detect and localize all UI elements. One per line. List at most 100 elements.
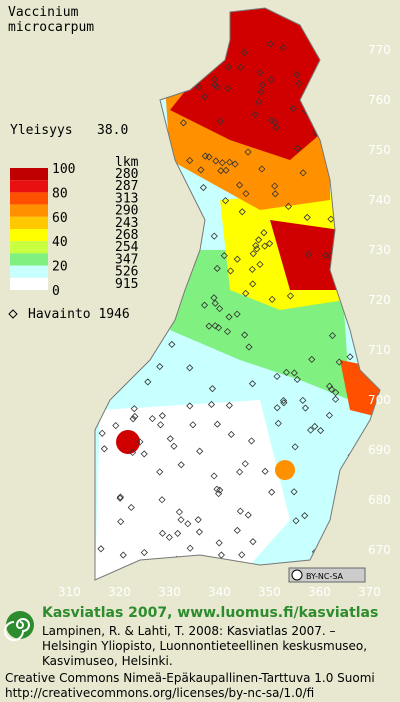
observation-marker (216, 117, 224, 125)
observation-marker (215, 324, 223, 332)
legend-swatch (10, 168, 48, 181)
observation-marker (117, 71, 126, 80)
observation-marker (335, 358, 343, 366)
observation-marker (166, 223, 174, 231)
observation-marker (186, 402, 194, 410)
observation-marker (117, 47, 125, 55)
observation-marker (201, 93, 209, 101)
observation-marker (140, 548, 148, 557)
observation-marker (140, 55, 148, 64)
legend-count: 280 (115, 167, 138, 182)
observation-marker (340, 540, 348, 548)
observation-marker (319, 539, 327, 548)
frequency-value: 38.0 (97, 123, 128, 138)
legend-swatch (10, 216, 48, 229)
observation-marker (294, 145, 302, 153)
observation-marker (227, 267, 235, 275)
observation-marker (158, 496, 166, 504)
observation-marker (225, 313, 233, 321)
observation-marker (196, 447, 204, 455)
observation-marker (160, 163, 169, 171)
observation-marker (168, 340, 176, 348)
observation-marker (217, 551, 225, 559)
observation-marker (205, 322, 213, 330)
legend-swatch (10, 192, 48, 205)
observation-marker (178, 47, 186, 55)
observation-marker (162, 282, 170, 291)
observation-marker (119, 110, 127, 118)
observation-marker (311, 422, 319, 431)
observation-marker (303, 213, 311, 221)
observation-marker (213, 83, 221, 91)
y-coordinate-label: 730 (368, 243, 391, 257)
observation-marker (174, 529, 182, 537)
observation-marker (258, 81, 266, 89)
observation-marker (195, 83, 203, 91)
observation-marker (215, 539, 223, 547)
observation-marker (223, 328, 232, 336)
observation-marker (328, 385, 336, 393)
legend-scale-label: 0 (52, 284, 60, 299)
legend-swatch (10, 253, 48, 266)
observation-marker (338, 155, 346, 163)
y-coordinate-label: 670 (368, 543, 391, 557)
observation-marker (293, 71, 301, 79)
x-coordinate-label: 370 (358, 585, 381, 599)
observation-marker (155, 127, 164, 135)
observation-marker (236, 181, 244, 189)
observation-marker (159, 307, 167, 315)
observation-marker (158, 412, 166, 420)
observation-marker (233, 526, 241, 534)
license-badge-text: BY-NC-SA (306, 572, 344, 581)
observation-marker (116, 493, 124, 501)
observation-marker (216, 486, 224, 494)
observation-marker (119, 551, 127, 559)
observation-marker (220, 252, 228, 260)
license-url[interactable]: http://creativecommons.org/licenses/by-n… (5, 686, 314, 700)
observation-marker (255, 98, 263, 106)
observation-marker (343, 194, 351, 202)
observation-marker (290, 488, 298, 496)
observation-marker (242, 190, 250, 198)
site-link[interactable]: Kasviatlas 2007, www.luomus.fi/kasviatla… (42, 605, 378, 621)
observation-marker (266, 40, 274, 48)
observation-marker (139, 37, 148, 46)
observation-marker (98, 429, 106, 437)
observation-marker (144, 194, 153, 202)
observation-marker (261, 242, 269, 250)
observation-marker (200, 301, 209, 309)
observation-marker (205, 153, 213, 161)
observation-marker (165, 533, 173, 541)
observation-marker (199, 184, 207, 192)
observation-marker (236, 468, 244, 476)
legend-swatch (10, 277, 48, 290)
legend-scale-label: 20 (52, 260, 68, 275)
observation-marker (103, 294, 112, 302)
observation-marker (112, 422, 120, 430)
observation-marker (101, 197, 109, 205)
legend-swatch (10, 265, 48, 278)
observation-marker (129, 415, 137, 423)
observation-marker (344, 134, 353, 142)
observation-marker (231, 160, 239, 168)
observation-marker (315, 85, 323, 93)
observation-marker (271, 190, 279, 198)
observation-marker (266, 239, 274, 248)
legend-swatch (10, 229, 48, 242)
y-coordinate-label: 720 (368, 293, 391, 307)
cc-icon (291, 569, 303, 581)
observation-marker (273, 372, 281, 380)
observation-marker (208, 385, 217, 393)
x-coordinate-label: 350 (258, 585, 281, 599)
observation-marker (186, 544, 194, 552)
observation-marker (211, 299, 219, 307)
observation-marker (299, 396, 307, 404)
observation-marker (315, 553, 323, 561)
observation-marker (158, 529, 167, 537)
observation-marker (293, 375, 301, 384)
observation-marker (321, 251, 330, 259)
license-badge (288, 567, 366, 583)
observation-marker (289, 104, 297, 113)
map-area (95, 8, 380, 580)
